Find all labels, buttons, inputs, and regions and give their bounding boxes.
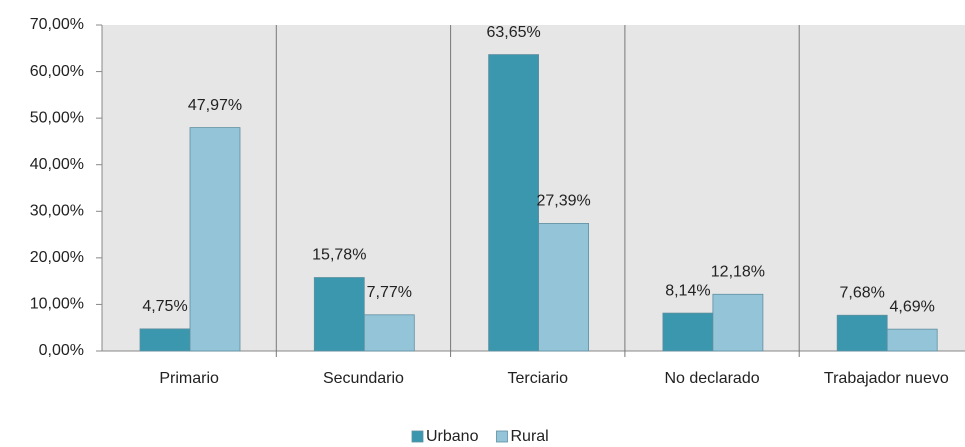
legend-label: Rural xyxy=(510,428,548,445)
y-tick-label: 30,00% xyxy=(30,203,84,220)
x-tick-label: Secundario xyxy=(323,370,404,387)
x-tick-label: Primario xyxy=(159,370,219,387)
legend-label: Urbano xyxy=(426,428,479,445)
bar xyxy=(538,223,589,352)
y-tick-label: 50,00% xyxy=(30,109,84,126)
bar xyxy=(662,312,714,352)
data-label: 8,14% xyxy=(665,282,710,299)
data-label: 4,69% xyxy=(890,298,935,315)
data-label: 7,77% xyxy=(367,284,412,301)
data-label: 7,68% xyxy=(840,284,885,301)
x-tick-label: No declarado xyxy=(664,370,759,387)
bar xyxy=(363,314,415,352)
bar xyxy=(313,277,365,352)
bar xyxy=(836,314,888,352)
y-tick-label: 10,00% xyxy=(30,296,84,313)
x-tick-label: Trabajador nuevo xyxy=(824,370,949,387)
bar xyxy=(189,127,241,352)
bar xyxy=(488,54,540,352)
data-label: 27,39% xyxy=(536,193,590,210)
y-tick-label: 20,00% xyxy=(30,249,84,266)
y-tick-label: 0,00% xyxy=(39,342,84,359)
data-label: 63,65% xyxy=(486,24,540,41)
bar xyxy=(139,328,191,352)
legend-swatch xyxy=(411,430,424,443)
y-tick-label: 40,00% xyxy=(30,156,84,173)
data-label: 12,18% xyxy=(711,263,765,280)
legend-swatch xyxy=(496,430,508,443)
y-tick-label: 70,00% xyxy=(30,16,84,33)
data-label: 4,75% xyxy=(142,298,187,315)
data-label: 47,97% xyxy=(188,97,242,114)
bar xyxy=(886,328,938,352)
bar xyxy=(712,293,764,352)
y-tick-label: 60,00% xyxy=(30,63,84,80)
x-tick-label: Terciario xyxy=(508,370,569,387)
data-label: 15,78% xyxy=(312,247,366,264)
